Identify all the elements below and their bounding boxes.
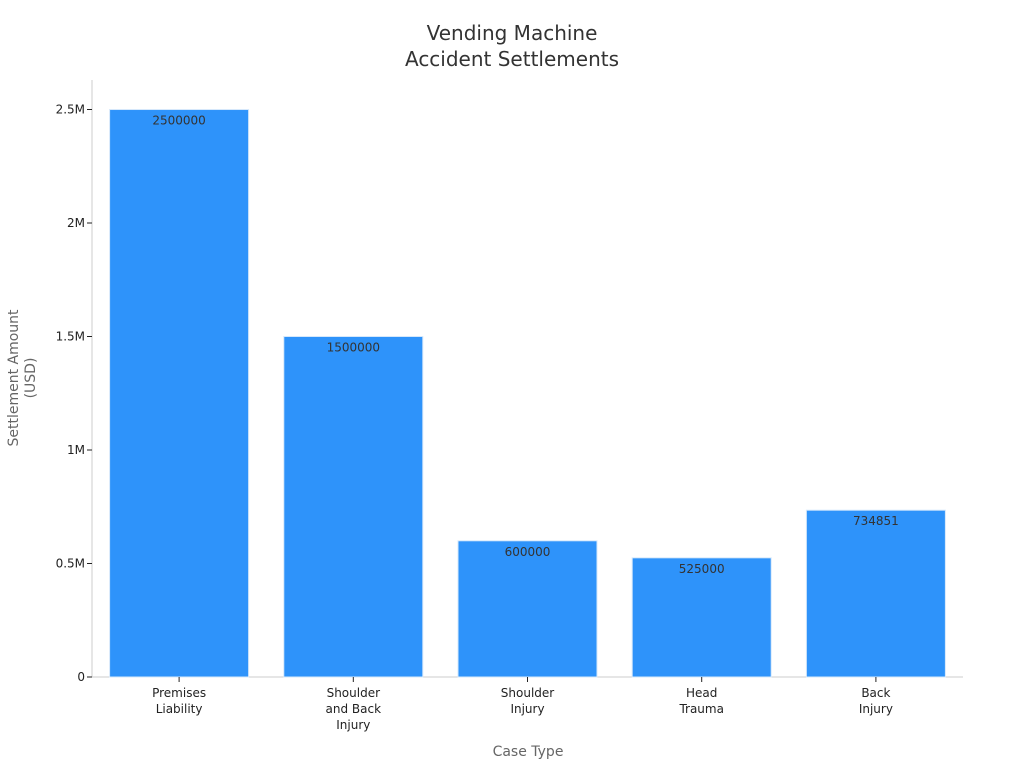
x-tick-label-line: Injury [859, 702, 893, 716]
x-tick-label-3: Shoulder Injury [501, 686, 555, 716]
x-tick-label-line: Head [686, 686, 717, 700]
bar-1 [109, 109, 250, 678]
chart-title-line-1: Vending Machine [427, 21, 598, 45]
y-axis-label-line-2: (USD) [23, 358, 39, 399]
data-label-3: 600000 [505, 545, 551, 559]
y-axis-label-text: Settlement Amount(USD) [6, 309, 39, 447]
x-tick-label-line: and Back [326, 702, 382, 716]
y-tick-label: 1M [67, 443, 85, 457]
x-tick-label-line: Premises [152, 686, 206, 700]
bar-3 [457, 540, 598, 678]
x-tick-label-line: Liability [156, 702, 203, 716]
y-axis-label-line-1: Settlement Amount [6, 309, 22, 447]
data-label-4: 525000 [679, 562, 725, 576]
x-tick-label-line: Shoulder [501, 686, 555, 700]
y-tick-label: 0 [77, 670, 85, 684]
y-tick-label: 1.5M [56, 330, 85, 344]
x-tick-label-line: Injury [510, 702, 544, 716]
bar-5 [805, 509, 946, 678]
y-axis: 0 0.5M 1M 1.5M 2M 2.5M [56, 80, 93, 684]
y-axis-label: Settlement Amount(USD) [6, 309, 39, 447]
x-tick-label-4: Head Trauma [678, 686, 724, 716]
data-label-2: 1500000 [327, 341, 380, 355]
y-tick-label: 2M [67, 216, 85, 230]
bar-4 [631, 557, 772, 678]
x-tick-label-line: Injury [336, 718, 370, 732]
chart-title-line-2: Accident Settlements [405, 47, 619, 71]
x-tick-label-2: Shoulder and Back Injury [326, 686, 382, 732]
x-tick-label-line: Back [861, 686, 890, 700]
y-tick-label: 0.5M [56, 557, 85, 571]
x-axis-label: Case Type [493, 744, 564, 760]
bar-2 [283, 336, 424, 678]
x-tick-label-line: Trauma [678, 702, 724, 716]
x-tick-label-line: Shoulder [327, 686, 381, 700]
bars [109, 109, 946, 678]
data-label-5: 734851 [853, 514, 899, 528]
data-labels: 2500000 1500000 600000 525000 734851 [152, 114, 898, 576]
x-tick-label-5: Back Injury [859, 686, 893, 716]
x-tick-label-1: Premises Liability [152, 686, 206, 716]
data-label-1: 2500000 [152, 114, 205, 128]
y-tick-label: 2.5M [56, 103, 85, 117]
